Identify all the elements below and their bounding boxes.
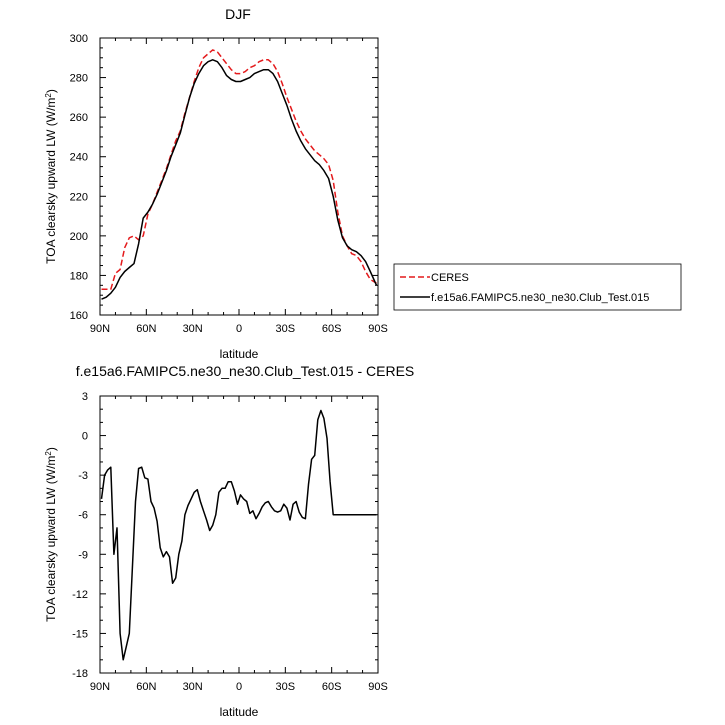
y-tick-label: 240 [70,152,88,164]
x-tick-label: 90N [90,681,110,693]
y-axis-label: TOA clearsky upward LW (W/m2) [44,89,58,264]
y-tick-label: 0 [82,431,88,443]
y-axis-label: TOA clearsky upward LW (W/m2) [44,447,58,622]
legend-label-ceres: CERES [431,272,469,284]
y-tick-label: -3 [78,470,88,482]
legend: CERES f.e15a6.FAMIPC5.ne30_ne30.Club_Tes… [393,263,682,311]
x-axis-label: latitude [220,705,259,719]
series-line-difference [100,409,377,661]
x-tick-label: 90N [90,323,110,335]
y-tick-label: 220 [70,191,88,203]
y-tick-label: -12 [72,589,88,601]
series-line-ceres [101,49,377,291]
chart-title: f.e15a6.FAMIPC5.ne30_ne30.Club_Test.015 … [76,363,415,379]
y-tick-label: 280 [70,73,88,85]
chart-title: DJF [225,6,251,22]
y-tick-label: 160 [70,310,88,322]
x-tick-label: 60N [136,681,156,693]
x-tick-label: 30S [276,681,296,693]
x-tick-label: 90S [368,681,388,693]
x-tick-label: 30N [183,323,203,335]
x-tick-label: 30N [183,681,203,693]
plot-frame [99,395,379,674]
x-tick-label: 60S [322,681,342,693]
plot-frame [99,37,379,316]
y-tick-label: 260 [70,112,88,124]
x-tick-label: 90S [368,323,388,335]
x-axis-label: latitude [220,347,259,361]
x-tick-label: 0 [236,681,242,693]
series-line-model [101,59,378,300]
chart-zonal-mean: DJF 90N 60N 30N 0 30S 60S 90S 160 180 200 220 240 26… [44,6,388,361]
chart-difference: f.e15a6.FAMIPC5.ne30_ne30.Club_Test.015 … [44,363,414,719]
y-tick-label: -15 [72,628,88,640]
x-tick-label: 60N [136,323,156,335]
x-tick-label: 60S [322,323,342,335]
y-tick-label: -18 [72,668,88,680]
x-tick-label: 30S [276,323,296,335]
y-tick-label: 3 [82,391,88,403]
y-tick-label: 180 [70,270,88,282]
y-tick-label: -6 [78,510,88,522]
legend-label-model: f.e15a6.FAMIPC5.ne30_ne30.Club_Test.015 [431,292,649,304]
y-tick-label: -9 [78,549,88,561]
x-tick-label: 0 [236,323,242,335]
y-tick-label: 300 [70,33,88,45]
y-tick-label: 200 [70,231,88,243]
legend-box [393,263,682,311]
